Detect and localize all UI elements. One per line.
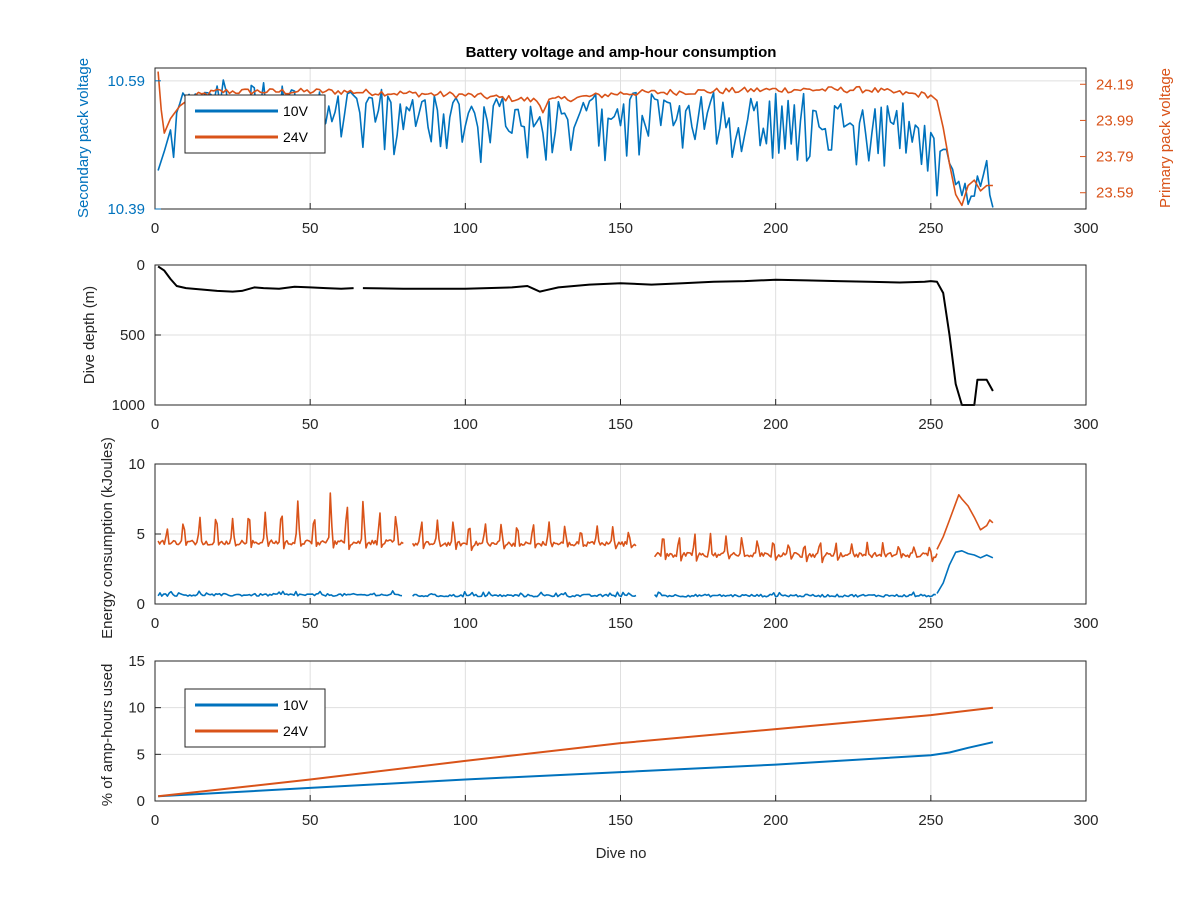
series-line-energy-10v (936, 550, 994, 594)
x-tick-label: 250 (918, 812, 943, 829)
y-tick-label: 5 (137, 526, 145, 543)
series-line-24v (157, 71, 993, 207)
legend-1: 10V 24V (184, 94, 326, 154)
y-axis-label-right: Primary pack voltage (1157, 68, 1174, 208)
series-line-depth (157, 265, 994, 406)
x-tick-label: 0 (151, 416, 159, 433)
panel-dive-depth: 0 50 100 150 200 250 300 0 500 1000 Dive depth (… (81, 257, 1099, 433)
y-tick-label: 1000 (112, 397, 145, 414)
x-tick-label: 100 (453, 220, 478, 237)
legend-4: 10V 24V (184, 688, 326, 748)
x-tick-label: 0 (151, 220, 159, 237)
x-tick-label: 50 (302, 220, 319, 237)
series-line-energy-24v (157, 492, 404, 551)
series-line-energy-24v (936, 494, 994, 550)
series-line-energy-24v (653, 532, 938, 564)
x-tick-label: 0 (151, 812, 159, 829)
x-tick-label: 250 (918, 615, 943, 632)
y-axis-label-amphours: % of amp-hours used (99, 664, 116, 807)
y-axis-label-energy: Energy consumption (kJoules) (99, 437, 116, 639)
panel-amp-hours: 0 50 100 150 200 250 300 0 5 10 15 % of amp-hours… (99, 653, 1099, 862)
panel-battery-voltage: Battery voltage and amp-hour consumption… (75, 44, 1174, 237)
y-tick-label-right: 23.99 (1096, 112, 1134, 129)
y-tick-label: 10.59 (107, 73, 145, 90)
y-tick-label-right: 24.19 (1096, 76, 1134, 93)
series-line-energy-24v (411, 519, 637, 552)
legend-label-24v: 24V (283, 723, 309, 739)
x-tick-label: 50 (302, 416, 319, 433)
x-tick-label: 150 (608, 220, 633, 237)
x-tick-label: 50 (302, 615, 319, 632)
x-tick-label: 300 (1073, 812, 1098, 829)
x-tick-label: 250 (918, 220, 943, 237)
y-tick-label: 15 (128, 653, 145, 670)
legend-box (184, 688, 326, 748)
x-tick-label: 300 (1073, 615, 1098, 632)
series-line-energy-10v (412, 591, 637, 598)
legend-label-10v: 10V (283, 697, 309, 713)
y-tick-label: 10.39 (107, 201, 145, 218)
legend-label-24v: 24V (283, 129, 309, 145)
x-tick-label: 0 (151, 615, 159, 632)
y-tick-label: 10 (128, 456, 145, 473)
panel-energy: 0 50 100 150 200 250 300 0 5 10 Energy consumpti… (99, 437, 1099, 639)
x-axis-label: Dive no (596, 845, 647, 862)
y-tick-label: 0 (137, 257, 145, 274)
x-tick-label: 50 (302, 812, 319, 829)
y-axis-label-left: Secondary pack voltage (75, 58, 92, 218)
legend-label-10v: 10V (283, 103, 309, 119)
x-tick-label: 100 (453, 615, 478, 632)
y-tick-label: 5 (137, 746, 145, 763)
series-line-amphours-24v (157, 706, 994, 798)
series-line-energy-10v (654, 591, 936, 598)
y-tick-label-right: 23.59 (1096, 185, 1134, 202)
y-tick-label: 500 (120, 327, 145, 344)
legend-box (184, 94, 326, 154)
y-tick-label-right: 23.79 (1096, 149, 1134, 166)
x-tick-label: 300 (1073, 416, 1098, 433)
x-tick-label: 100 (453, 416, 478, 433)
y-axis-label-depth: Dive depth (m) (81, 286, 98, 384)
x-tick-label: 200 (763, 416, 788, 433)
series-line-energy-10v (157, 590, 403, 597)
y-tick-label: 0 (137, 596, 145, 613)
x-tick-label: 200 (763, 812, 788, 829)
series-line-amphours-10v (158, 741, 994, 798)
x-tick-label: 250 (918, 416, 943, 433)
y-tick-label: 0 (137, 793, 145, 810)
y-tick-label: 10 (128, 700, 145, 717)
x-tick-label: 200 (763, 220, 788, 237)
chart-title: Battery voltage and amp-hour consumption (466, 44, 777, 61)
x-tick-label: 300 (1073, 220, 1098, 237)
x-tick-label: 150 (608, 615, 633, 632)
x-tick-label: 150 (608, 416, 633, 433)
x-tick-label: 200 (763, 615, 788, 632)
x-tick-label: 150 (608, 812, 633, 829)
x-tick-label: 100 (453, 812, 478, 829)
